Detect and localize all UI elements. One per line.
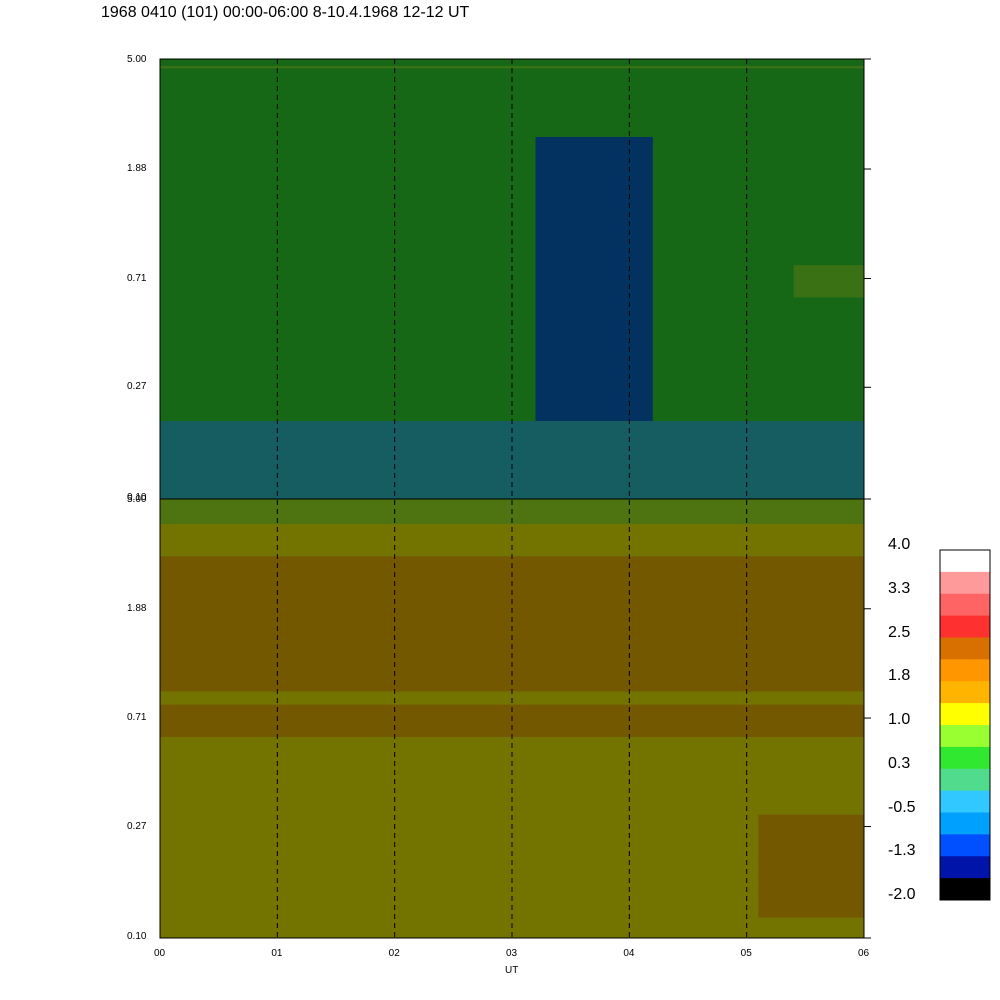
y-tick-label: 0.27 [127, 381, 147, 393]
y-tick-label: 0.10 [127, 492, 147, 503]
colorbar-swatch [940, 725, 990, 748]
colorbar-swatch [940, 659, 990, 682]
colorbar-label: 2.5 [888, 623, 911, 641]
colorbar-swatch [940, 681, 990, 704]
colorbar-label: 1.8 [888, 667, 911, 685]
y-tick-label: 0.71 [127, 272, 147, 284]
colorbar-swatch [940, 768, 990, 792]
colorbar-label: -1.3 [888, 842, 916, 860]
hour-grid [276, 59, 748, 938]
y-tick-label: 1.88 [127, 602, 147, 614]
colorbar-label: -2.0 [888, 886, 916, 903]
colorbar-swatch [940, 637, 990, 660]
y-tick-label: 5.00 [127, 54, 147, 65]
colorbar-swatch [940, 878, 990, 901]
colorbar-swatch [940, 615, 990, 638]
chart-title: 1968 0410 (101) 00:00-06:00 8-10.4.1968 … [101, 4, 470, 21]
y-tick-label: 0.27 [127, 820, 147, 832]
colorbar-swatch [940, 593, 990, 617]
x-axis-title: UT [505, 965, 519, 976]
y-tick-label: 1.88 [127, 163, 147, 175]
x-tick-label: 05 [740, 948, 752, 959]
colorbar-swatch [940, 834, 990, 857]
colorbar-swatch [940, 812, 990, 835]
x-tick-label: 00 [154, 948, 166, 959]
y-tick-label: 5.00 [127, 494, 147, 505]
colorbar-label: 0.3 [888, 754, 911, 772]
y-tick-label: 0.10 [127, 931, 147, 942]
y-tick-label: 0.71 [127, 712, 147, 724]
x-tick-label: 06 [858, 948, 870, 959]
x-tick-label: 01 [271, 948, 283, 959]
colorbar-swatch [940, 550, 990, 573]
colorbar-frame [939, 549, 991, 901]
colorbar-label: -0.5 [888, 798, 916, 816]
x-tick-label: 02 [388, 948, 400, 959]
colorbar-swatch [940, 790, 990, 813]
colorbar-swatch [940, 571, 990, 595]
colorbar-label: 1.0 [888, 711, 911, 728]
colorbar-label: 3.3 [888, 579, 911, 597]
x-tick-label: 03 [506, 948, 518, 959]
colorbar-label: 4.0 [888, 536, 911, 553]
colorbar [939, 549, 991, 901]
x-tick-label: 04 [623, 948, 635, 959]
colorbar-swatch [940, 703, 990, 726]
colorbar-swatch [940, 746, 990, 770]
colorbar-swatch [940, 856, 990, 879]
panel-frames [159, 58, 871, 939]
